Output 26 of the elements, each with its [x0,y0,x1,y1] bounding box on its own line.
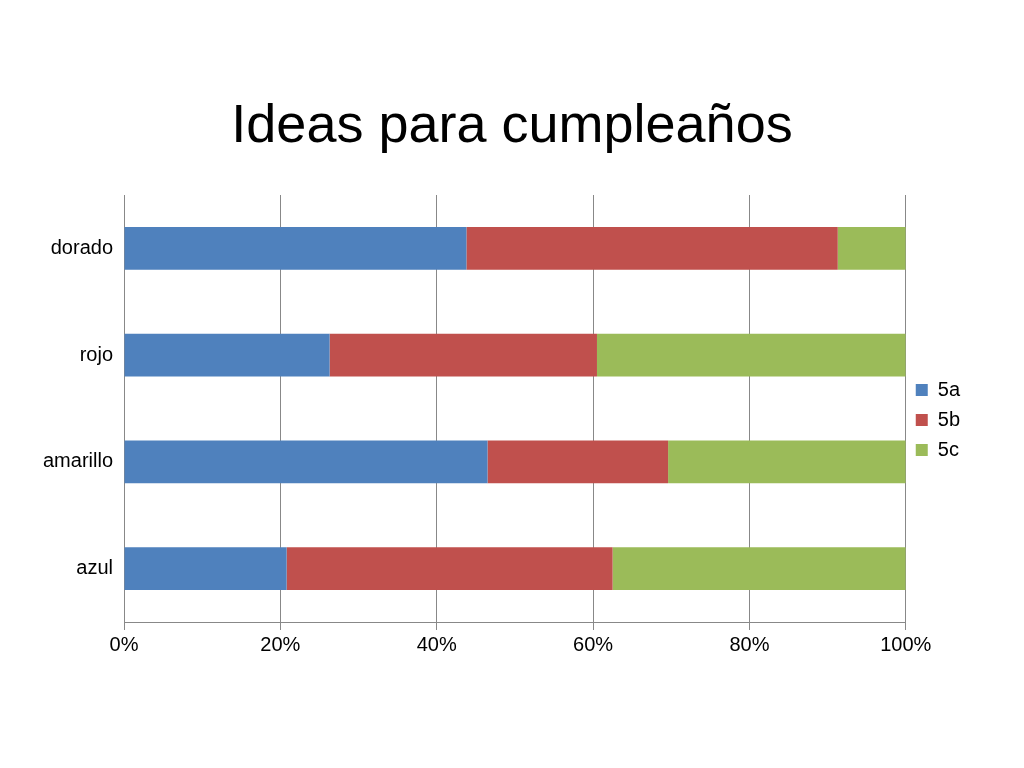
bar [596,333,906,377]
y-tick-label: dorado [50,235,114,258]
bar [466,227,838,270]
bar [124,440,488,484]
legend-label: 5b [937,407,960,430]
x-tick-label: 100% [880,632,932,655]
legend-label: 5c [937,437,959,460]
chart-title: Ideas para cumpleaños [230,92,794,154]
y-tick-label: rojo [79,342,114,365]
y-tick-label: amarillo [42,449,114,472]
bar [837,227,906,270]
x-tick-label: 60% [573,632,614,655]
x-tick-label: 0% [109,632,139,655]
bar [668,440,906,484]
x-tick-label: 20% [260,632,301,655]
x-tick-label: 80% [729,632,770,655]
bar [487,440,669,484]
y-tick-label: azul [76,556,114,579]
bar [124,333,330,377]
x-tick-label: 40% [416,632,457,655]
bar [612,547,906,590]
bar [329,333,597,377]
bar [124,227,467,270]
legend-label: 5a [937,377,961,400]
bar [286,547,613,590]
bar [124,547,287,590]
